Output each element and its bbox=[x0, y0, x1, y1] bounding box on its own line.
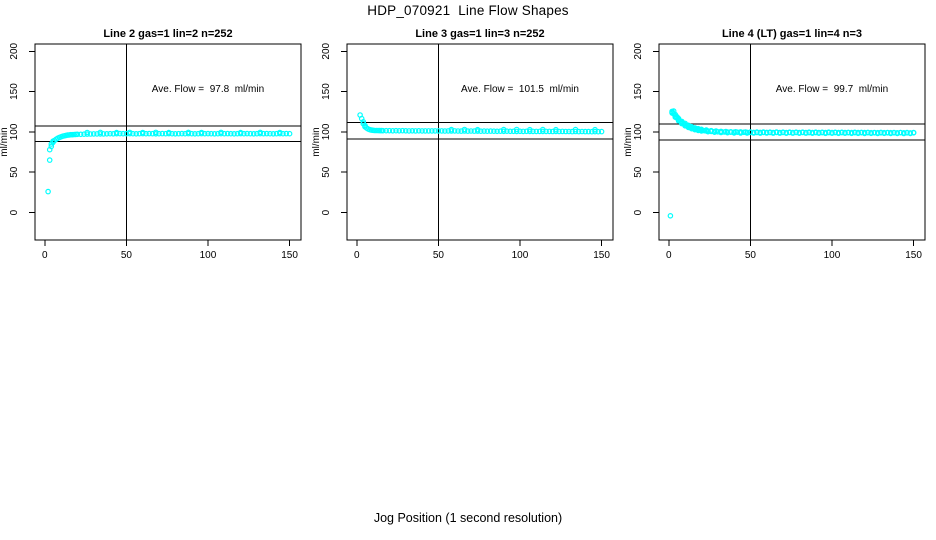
svg-text:50: 50 bbox=[433, 250, 445, 261]
x-axis: 0 50 100 150 bbox=[42, 240, 298, 261]
plot-box bbox=[658, 43, 926, 241]
svg-text:100: 100 bbox=[200, 250, 217, 261]
svg-text:200: 200 bbox=[321, 42, 332, 59]
svg-text:100: 100 bbox=[824, 250, 841, 261]
page-title: HDP_070921 Line Flow Shapes bbox=[367, 3, 569, 18]
plot-svg: Line 3 gas=1 lin=3 n=252 0 50 100 150 200 0 50 1… bbox=[312, 28, 614, 261]
svg-text:150: 150 bbox=[281, 250, 298, 261]
y-axis-label: ml/min bbox=[312, 127, 322, 156]
svg-text:50: 50 bbox=[321, 166, 332, 178]
svg-text:0: 0 bbox=[42, 250, 48, 261]
series-line2-flow bbox=[45, 130, 293, 195]
y-axis: 0 50 100 150 200 bbox=[633, 42, 659, 215]
svg-text:150: 150 bbox=[321, 83, 332, 100]
svg-text:100: 100 bbox=[633, 123, 644, 140]
ave-flow-annotation: Ave. Flow = 97.8 ml/min bbox=[152, 84, 264, 95]
y-axis: 0 50 100 150 200 bbox=[9, 42, 35, 215]
y-axis: 0 50 100 150 200 bbox=[321, 42, 347, 215]
svg-text:200: 200 bbox=[633, 42, 644, 59]
svg-text:50: 50 bbox=[745, 250, 757, 261]
y-axis-label: ml/min bbox=[624, 127, 634, 156]
svg-text:0: 0 bbox=[354, 250, 360, 261]
y-axis-label: ml/min bbox=[0, 127, 10, 156]
svg-text:100: 100 bbox=[512, 250, 529, 261]
svg-text:50: 50 bbox=[121, 250, 133, 261]
plot-svg: Line 2 gas=1 lin=2 n=252 0 50 100 150 200 0 50 1… bbox=[0, 28, 302, 261]
svg-text:100: 100 bbox=[9, 123, 20, 140]
ave-flow-annotation: Ave. Flow = 99.7 ml/min bbox=[776, 84, 888, 95]
series-line3-flow bbox=[357, 112, 605, 135]
svg-text:0: 0 bbox=[321, 209, 332, 215]
svg-text:0: 0 bbox=[9, 209, 20, 215]
flow-panel-line3: Line 3 gas=1 lin=3 n=252 0 50 100 150 200 0 50 1… bbox=[312, 25, 624, 275]
x-axis-label: Jog Position (1 second resolution) bbox=[373, 511, 563, 525]
series-line3-band-top bbox=[448, 126, 598, 133]
panel-title: Line 2 gas=1 lin=2 n=252 bbox=[103, 28, 232, 40]
flow-panel-line4: Line 4 (LT) gas=1 lin=4 n=3 0 50 100 150 200 0… bbox=[624, 25, 936, 275]
svg-text:200: 200 bbox=[9, 42, 20, 59]
panel-title: Line 3 gas=1 lin=3 n=252 bbox=[415, 28, 544, 40]
x-axis: 0 50 100 150 bbox=[354, 240, 610, 261]
svg-text:0: 0 bbox=[666, 250, 672, 261]
panel-title: Line 4 (LT) gas=1 lin=4 n=3 bbox=[722, 28, 862, 40]
svg-text:100: 100 bbox=[321, 123, 332, 140]
ave-flow-annotation: Ave. Flow = 101.5 ml/min bbox=[461, 84, 579, 95]
plot-svg: Line 4 (LT) gas=1 lin=4 n=30501001502000… bbox=[624, 28, 926, 261]
svg-text:50: 50 bbox=[633, 166, 644, 178]
svg-text:150: 150 bbox=[9, 83, 20, 100]
svg-text:0: 0 bbox=[633, 209, 644, 215]
plot-box bbox=[346, 43, 614, 241]
svg-text:150: 150 bbox=[593, 250, 610, 261]
svg-text:150: 150 bbox=[905, 250, 922, 261]
flow-panel-line2: Line 2 gas=1 lin=2 n=252 0 50 100 150 200 0 50 1… bbox=[0, 25, 312, 275]
series-line4-outlier bbox=[667, 213, 674, 219]
svg-text:50: 50 bbox=[9, 166, 20, 178]
svg-text:150: 150 bbox=[633, 83, 644, 100]
series-line4-run3 bbox=[669, 109, 914, 137]
series-line2-band-top bbox=[84, 129, 283, 136]
x-axis: 0 50 100 150 bbox=[666, 240, 922, 261]
